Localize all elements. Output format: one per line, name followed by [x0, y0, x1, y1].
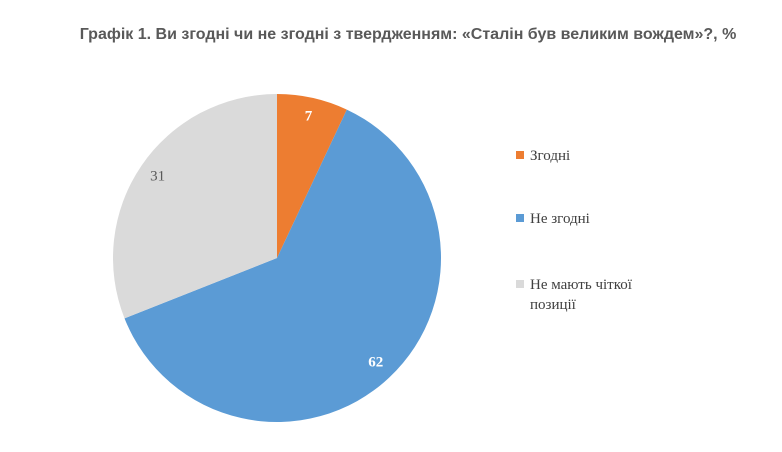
- legend-swatch: [516, 214, 524, 222]
- legend-item: Не мають чіткої позиції: [516, 275, 640, 315]
- legend-item: Згодні: [516, 146, 660, 166]
- pie-slice: [113, 94, 277, 319]
- legend-label: Не згодні: [530, 211, 590, 227]
- pie-slice: [277, 94, 347, 258]
- data-label: 7: [305, 109, 313, 125]
- legend-label: Не мають чіткої позиції: [530, 277, 632, 313]
- data-label: 31: [150, 168, 165, 184]
- pie-slice: [124, 109, 441, 422]
- legend-item: Не згодні: [516, 209, 660, 229]
- chart-title: Графік 1. Ви згодні чи не згодні з тверд…: [79, 26, 737, 43]
- legend-label: Згодні: [530, 148, 571, 164]
- data-label: 62: [368, 355, 383, 371]
- legend-swatch: [516, 151, 524, 159]
- legend-swatch: [516, 280, 524, 288]
